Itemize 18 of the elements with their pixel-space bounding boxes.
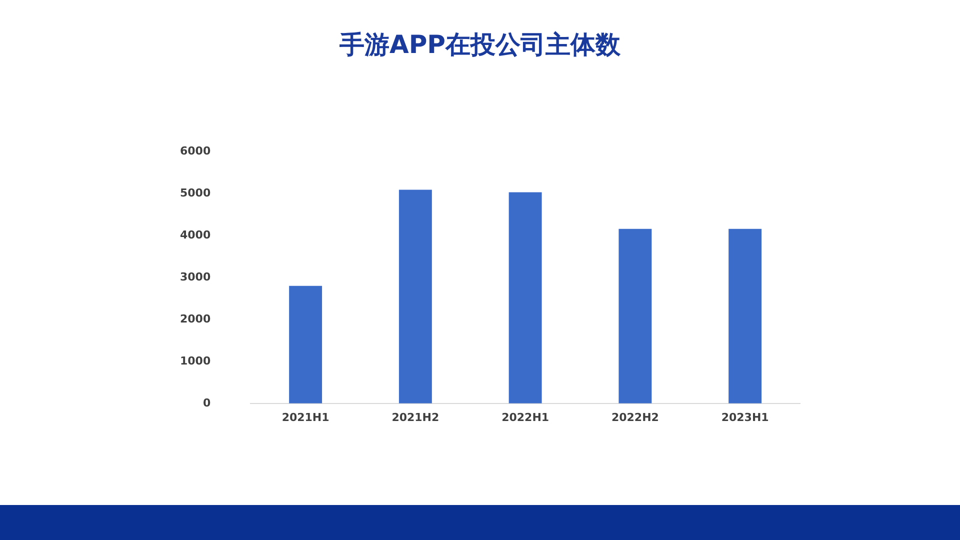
bar <box>508 192 542 404</box>
y-tick-label: 2000 <box>180 312 211 326</box>
x-tick-label: 2021H1 <box>282 410 330 424</box>
y-tick-label: 4000 <box>180 228 211 242</box>
x-tick-label: 2022H2 <box>611 410 659 424</box>
y-tick-label: 6000 <box>180 144 211 158</box>
x-tick-label: 2023H1 <box>721 410 769 424</box>
chart-title: 手游APP在投公司主体数 <box>338 29 622 61</box>
y-tick-label: 3000 <box>180 270 211 284</box>
bar <box>398 190 432 404</box>
y-tick-label: 5000 <box>180 186 211 200</box>
y-tick-label: 1000 <box>180 354 211 368</box>
x-tick-label: 2021H2 <box>392 410 440 424</box>
bar <box>728 228 762 404</box>
bar <box>289 286 322 404</box>
bar <box>618 228 652 404</box>
y-tick-label: 0 <box>202 396 211 410</box>
x-tick-label: 2022H1 <box>502 410 550 424</box>
